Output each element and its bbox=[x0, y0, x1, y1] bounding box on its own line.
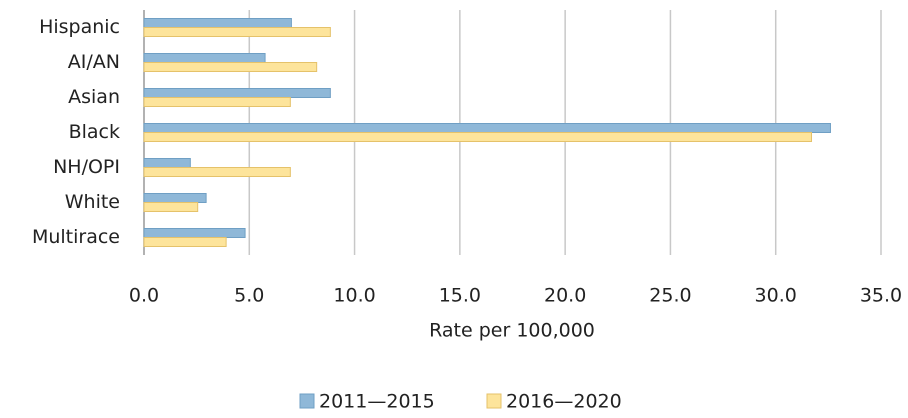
bar bbox=[143, 27, 331, 37]
bar bbox=[143, 202, 199, 212]
bar bbox=[143, 88, 331, 98]
x-tick-label: 30.0 bbox=[755, 285, 797, 307]
bar bbox=[143, 132, 813, 142]
bar bbox=[143, 158, 191, 168]
bar bbox=[143, 53, 266, 63]
y-tick-label: Asian bbox=[68, 86, 120, 108]
y-tick-label: White bbox=[65, 191, 120, 213]
x-tick-label: 0.0 bbox=[129, 285, 159, 307]
x-axis-title: Rate per 100,000 bbox=[429, 320, 595, 342]
legend-swatch bbox=[486, 393, 502, 409]
bar bbox=[143, 237, 227, 247]
legend-label: 2016—2020 bbox=[506, 391, 622, 413]
bar bbox=[143, 193, 207, 203]
y-tick-label: Hispanic bbox=[39, 16, 120, 38]
bar bbox=[143, 123, 831, 133]
x-tick-label: 35.0 bbox=[860, 285, 902, 307]
y-tick-label: NH/OPI bbox=[53, 156, 120, 178]
y-tick-label: Multirace bbox=[32, 226, 120, 248]
x-tick-label: 5.0 bbox=[234, 285, 264, 307]
x-tick-label: 25.0 bbox=[649, 285, 691, 307]
x-tick-label: 10.0 bbox=[333, 285, 375, 307]
bar bbox=[143, 18, 292, 28]
bar bbox=[143, 62, 318, 72]
y-tick-label: Black bbox=[69, 121, 120, 143]
legend-label: 2011—2015 bbox=[319, 391, 435, 413]
x-tick-label: 15.0 bbox=[439, 285, 481, 307]
legend-swatch bbox=[299, 393, 315, 409]
y-tick-label: AI/AN bbox=[68, 51, 120, 73]
x-tick-label: 20.0 bbox=[544, 285, 586, 307]
bar bbox=[143, 228, 246, 238]
bar bbox=[143, 167, 291, 177]
bar bbox=[143, 97, 291, 107]
